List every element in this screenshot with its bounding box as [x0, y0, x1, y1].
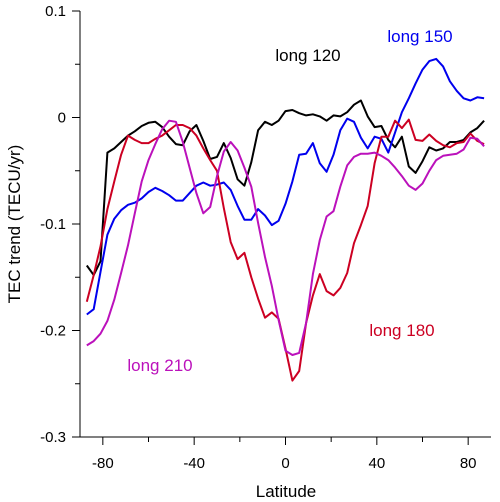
- x-tick-label: 0: [281, 455, 289, 472]
- x-tick-label: -80: [92, 455, 114, 472]
- x-tick-label: 40: [368, 455, 385, 472]
- series-label-long-120: long 120: [275, 46, 340, 65]
- axes: 0.1 0 -0.1 -0.2 -0.3 -80 -40 0 40 80: [40, 3, 491, 472]
- x-tick-label: 80: [460, 455, 477, 472]
- x-tick-label: -40: [183, 455, 205, 472]
- x-axis-title: Latitude: [256, 482, 317, 501]
- y-tick-label: -0.3: [40, 429, 66, 446]
- y-tick-label: 0.1: [45, 3, 66, 20]
- series-line-long-210: [86, 119, 485, 356]
- series-label-long-210: long 210: [127, 356, 192, 375]
- series-label-long-150: long 150: [387, 27, 452, 46]
- y-tick-label: -0.2: [40, 323, 66, 340]
- series-label-long-180: long 180: [369, 321, 434, 340]
- y-tick-label: 0: [58, 110, 66, 127]
- series-labels: long 120 long 150 long 180 long 210: [127, 27, 452, 375]
- series-line-long-150: [86, 57, 485, 316]
- series-lines: [85, 57, 485, 382]
- y-axis-title: TEC trend (TECU/yr): [5, 145, 24, 304]
- series-line-long-120: [85, 99, 485, 277]
- y-tick-label: -0.1: [40, 216, 66, 233]
